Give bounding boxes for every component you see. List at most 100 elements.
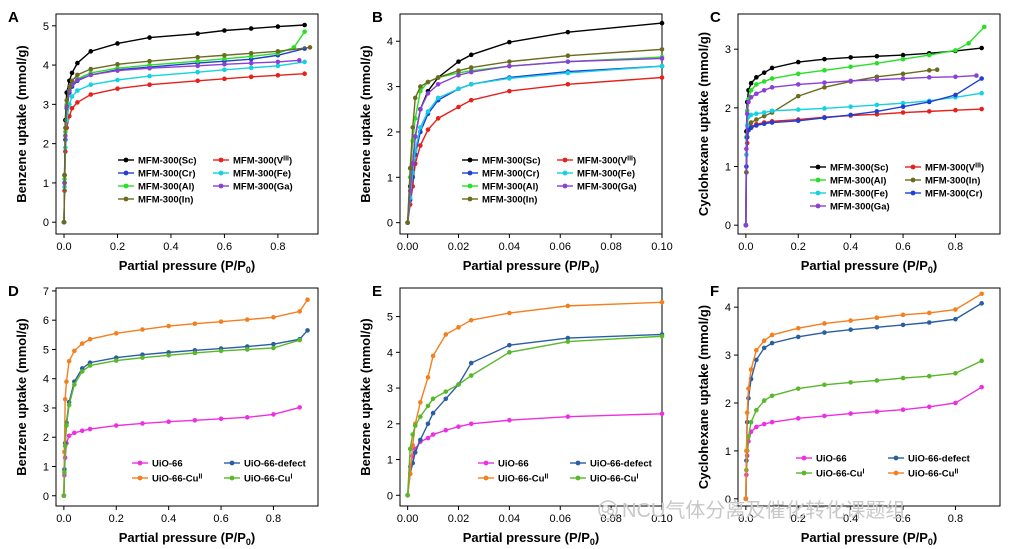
legend-swatch-marker	[123, 196, 129, 202]
data-point	[507, 59, 512, 64]
x-axis-label: Partial pressure (P/P0)	[463, 530, 600, 547]
legend-swatch-marker	[218, 157, 224, 163]
y-tick-label: 0	[387, 218, 393, 230]
data-point	[69, 78, 75, 84]
y-tick-label: 0	[387, 490, 393, 502]
x-tick-label: 0.00	[397, 241, 418, 253]
data-point	[769, 393, 775, 399]
data-point	[507, 76, 512, 81]
panel-letter: F	[710, 283, 719, 300]
data-point	[297, 337, 302, 343]
panel-letter: B	[372, 9, 383, 26]
data-point	[87, 336, 93, 342]
legend-swatch-marker	[815, 203, 821, 209]
data-point	[410, 161, 416, 166]
x-tick-label: 0.8	[266, 513, 281, 525]
data-point	[822, 80, 827, 85]
series-line	[745, 293, 983, 499]
data-point	[769, 332, 775, 338]
data-point	[979, 90, 984, 96]
y-axis-label: Benzene uptake (mmol/g)	[358, 45, 373, 202]
data-point	[72, 382, 77, 387]
data-point	[140, 421, 145, 426]
data-point	[425, 375, 431, 380]
data-point	[507, 350, 512, 355]
data-point	[565, 29, 571, 35]
legend-swatch-marker	[123, 157, 129, 163]
data-point	[430, 396, 436, 402]
data-point	[248, 74, 254, 80]
data-point	[115, 41, 120, 46]
data-point	[113, 358, 119, 363]
y-tick-label: 3	[43, 403, 49, 415]
data-point	[195, 31, 200, 36]
data-point	[748, 112, 754, 118]
data-point	[761, 70, 767, 75]
data-point	[468, 97, 474, 103]
series-0	[405, 411, 665, 498]
data-point	[166, 419, 171, 425]
data-point	[769, 76, 775, 81]
data-point	[435, 95, 441, 101]
x-tick-label: 0.04	[499, 241, 520, 253]
data-point	[67, 84, 72, 89]
data-point	[507, 310, 512, 316]
data-point	[822, 382, 827, 388]
y-tick-label: 6	[43, 315, 49, 327]
data-point	[195, 69, 200, 75]
data-point	[507, 417, 512, 423]
data-point	[659, 56, 665, 61]
legend-entry: UiO-66	[816, 454, 847, 465]
panel-letter: E	[372, 283, 382, 300]
data-point	[565, 414, 571, 419]
chart-panel-d: D 0.0 0.2 0.4 0.6 0.8 0 1 2 3 4 5 6 7 Partial pressure…	[8, 283, 319, 547]
data-point	[456, 424, 461, 429]
data-point	[659, 20, 665, 26]
y-axis-label: Benzene uptake (mmol/g)	[14, 45, 29, 202]
data-point	[565, 53, 571, 59]
data-point	[88, 72, 94, 78]
data-point	[425, 91, 431, 96]
series-6	[61, 45, 313, 225]
data-point	[69, 70, 75, 76]
data-point	[430, 353, 436, 359]
data-point	[754, 357, 759, 363]
x-tick-label: 0.4	[843, 513, 858, 525]
data-point	[953, 107, 958, 113]
data-point	[748, 125, 754, 131]
legend-swatch-marker	[910, 164, 916, 170]
data-point	[744, 146, 749, 152]
x-tick-label: 0.08	[600, 241, 621, 253]
data-point	[795, 107, 801, 112]
data-point	[147, 65, 152, 71]
data-point	[147, 82, 152, 88]
data-point	[302, 22, 307, 28]
data-point	[769, 419, 775, 425]
x-tick-label: 0.0	[56, 241, 71, 253]
data-point	[275, 63, 281, 69]
data-point	[761, 121, 767, 127]
data-point	[979, 384, 984, 390]
data-point	[468, 69, 474, 75]
data-point	[425, 127, 431, 132]
legend-entry: UiO-66-CuII	[152, 474, 202, 485]
x-tick-label: 0.6	[895, 513, 910, 525]
series-1	[405, 75, 665, 225]
data-point	[195, 58, 200, 64]
y-tick-label: 0	[725, 494, 731, 506]
data-point	[147, 35, 152, 40]
data-point	[744, 448, 749, 454]
y-tick-label: 7	[43, 286, 49, 298]
data-point	[848, 55, 853, 60]
legend: MFM-300(Sc) MFM-300(VIII) MFM-300(Cr) MFM-3…	[118, 156, 293, 206]
data-point	[147, 58, 152, 64]
series-line	[406, 76, 663, 223]
data-point	[113, 423, 119, 428]
plot-frame	[55, 287, 319, 507]
y-tick-label: 4	[725, 302, 731, 314]
legend-entry: MFM-300(Ga)	[830, 202, 890, 213]
y-tick-label: 3	[725, 44, 731, 56]
data-point	[425, 435, 431, 441]
data-point	[565, 70, 571, 76]
